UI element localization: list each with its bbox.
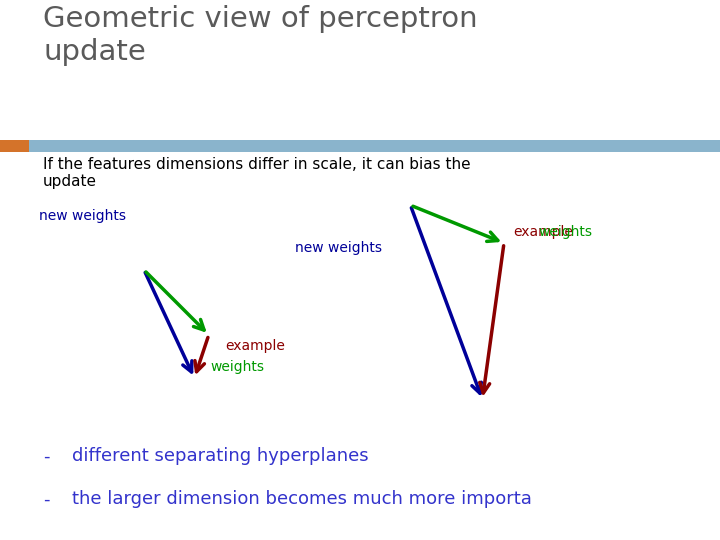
Text: example: example: [225, 339, 286, 353]
Text: Geometric view of perceptron
update: Geometric view of perceptron update: [43, 5, 478, 66]
Text: weights: weights: [538, 225, 592, 239]
Text: new weights: new weights: [40, 209, 126, 223]
FancyBboxPatch shape: [0, 140, 29, 152]
Text: -: -: [43, 447, 50, 465]
Text: If the features dimensions differ in scale, it can bias the
update: If the features dimensions differ in sca…: [43, 157, 471, 189]
Text: different separating hyperplanes: different separating hyperplanes: [72, 447, 369, 465]
Text: new weights: new weights: [295, 241, 382, 255]
Text: example: example: [513, 225, 574, 239]
Text: -: -: [43, 490, 50, 509]
FancyBboxPatch shape: [0, 140, 720, 152]
Text: the larger dimension becomes much more importa: the larger dimension becomes much more i…: [72, 490, 532, 509]
Text: weights: weights: [210, 360, 265, 374]
